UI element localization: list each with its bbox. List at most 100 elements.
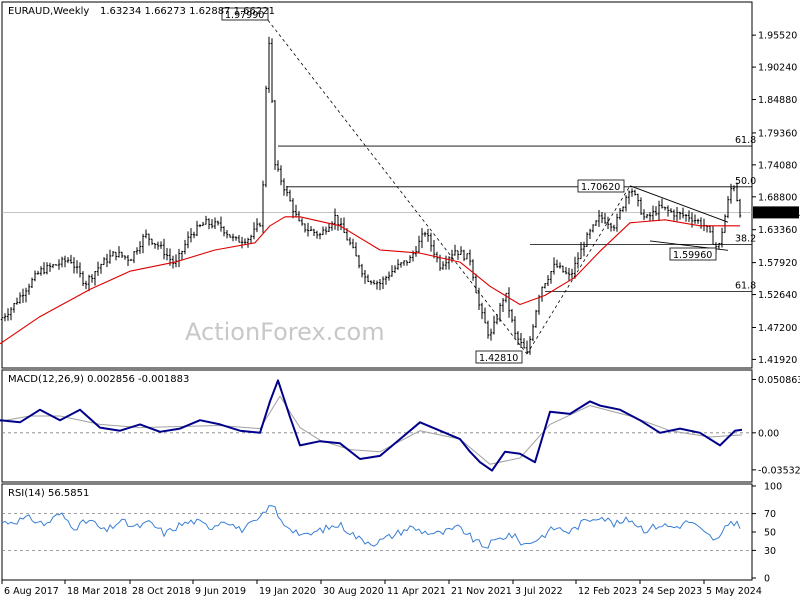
ohlc-bar (291, 198, 295, 219)
ohlc-bar (273, 100, 277, 170)
price-panel-frame (1, 1, 753, 369)
ohlc-bar (732, 185, 736, 192)
ohlc-bar (585, 232, 589, 247)
price-tick-label: 1.57920 (758, 258, 797, 269)
rsi-tick-label: 30 (764, 546, 776, 557)
ohlc-bar (711, 226, 715, 245)
ohlc-bar (582, 241, 586, 257)
price-annotation-label: 1.97990 (225, 10, 264, 21)
ohlc-bar (462, 249, 466, 262)
watermark: ActionForex.com (185, 318, 385, 346)
ohlc-bar (354, 242, 358, 257)
ohlc-bar (369, 280, 373, 285)
ohlc-bar (687, 210, 691, 222)
ohlc-bar (201, 221, 205, 227)
rsi-tick-label: 70 (764, 509, 776, 520)
ohlc-bar (102, 257, 106, 266)
ohlc-bar (165, 248, 169, 261)
price-layer: 61.8 50.0 38.2 61.8 1.97990 1.70620 1.59960 1.4… (0, 7, 756, 364)
ohlc-bar (174, 254, 178, 268)
macd-tick-label: -0.035322 (758, 465, 800, 476)
ohlc-bar (156, 241, 160, 250)
ohlc-bar (96, 261, 100, 276)
ohlc-bar (357, 255, 361, 269)
ohlc-bar (138, 241, 142, 254)
ohlc-bar (636, 193, 640, 207)
ohlc-bar (192, 231, 196, 239)
macd-title: MACD(12,26,9) 0.002856 -0.001883 (8, 374, 189, 385)
ohlc-bar (366, 274, 370, 282)
ohlc-bar (261, 180, 265, 233)
macd-layer (0, 379, 752, 472)
ohlc-bar (129, 258, 133, 261)
ohlc-bar (213, 217, 217, 229)
ohlc-bar (255, 218, 259, 233)
ohlc-bar (246, 237, 250, 248)
ohlc-bar (603, 212, 607, 224)
ohlc-bar (6, 308, 10, 321)
ohlc-bar (414, 246, 418, 257)
ohlc-bar (729, 183, 733, 204)
ohlc-bar (264, 85, 268, 188)
ohlc-bar (579, 242, 583, 260)
ohlc-bar (651, 205, 655, 221)
ohlc-bar (453, 244, 457, 256)
price-tick-label: 1.63360 (758, 225, 797, 236)
ohlc-bar (570, 268, 574, 279)
ohlc-bar (543, 283, 547, 289)
swing-dashed-line (526, 185, 631, 355)
ohlc-bar (495, 314, 499, 325)
ohlc-bar (204, 215, 208, 225)
ohlc-bar (633, 189, 637, 196)
ohlc-bar (144, 229, 148, 239)
price-tick-label: 1.90240 (758, 63, 797, 74)
ohlc-bar (534, 309, 538, 328)
fib-label: 61.8 (735, 280, 756, 291)
ohlc-bar (252, 222, 256, 240)
ohlc-bar (324, 226, 328, 235)
ohlc-bar (702, 218, 706, 232)
ohlc-bar (162, 238, 166, 260)
ohlc-bar (372, 279, 376, 285)
ohlc-bar (669, 208, 673, 213)
price-annotation: 1.59960 (669, 247, 717, 261)
ohlc-bar (501, 298, 505, 312)
ohlc-bar (708, 225, 712, 233)
ohlc-bar (717, 242, 721, 249)
ohlc-bar (33, 270, 37, 282)
ohlc-bar (609, 222, 613, 232)
x-tick-label: 19 Jan 2020 (259, 586, 316, 597)
ohlc-bar (351, 238, 355, 249)
ohlc-bar (525, 340, 529, 353)
ohlc-bar (348, 237, 352, 246)
rsi-title: RSI(14) 56.5851 (8, 488, 89, 499)
ohlc-bar (504, 292, 508, 303)
ohlc-bar (249, 234, 253, 244)
price-annotation-box (475, 350, 523, 364)
ohlc-bar (285, 186, 289, 197)
ohlc-bar (66, 257, 70, 264)
ohlc-bar (234, 236, 238, 241)
ohlc-bar (243, 238, 247, 245)
ohlc-bar (663, 206, 667, 211)
ohlc-bar (408, 255, 412, 263)
ohlc-bar (660, 198, 664, 209)
triangle-upper-line (629, 185, 729, 223)
ohlc-bar (114, 251, 118, 261)
ohlc-bar (30, 277, 34, 288)
ohlc-bar (684, 214, 688, 222)
price-tick-label: 1.47200 (758, 323, 797, 334)
ohlc-bar (606, 216, 610, 230)
ohlc-bar (87, 274, 91, 292)
ohlc-bar (18, 292, 22, 304)
ohlc-bar (183, 239, 187, 255)
x-tick-label: 18 Mar 2018 (67, 586, 127, 597)
ohlc-bar (441, 261, 445, 270)
ohlc-bar (588, 228, 592, 239)
ohlc-bar (237, 235, 241, 243)
ohlc-bar (591, 224, 595, 233)
ohlc-bar (390, 265, 394, 277)
ohlc-bar (231, 233, 235, 242)
ohlc-bar (342, 217, 346, 234)
ohlc-bar (678, 211, 682, 220)
